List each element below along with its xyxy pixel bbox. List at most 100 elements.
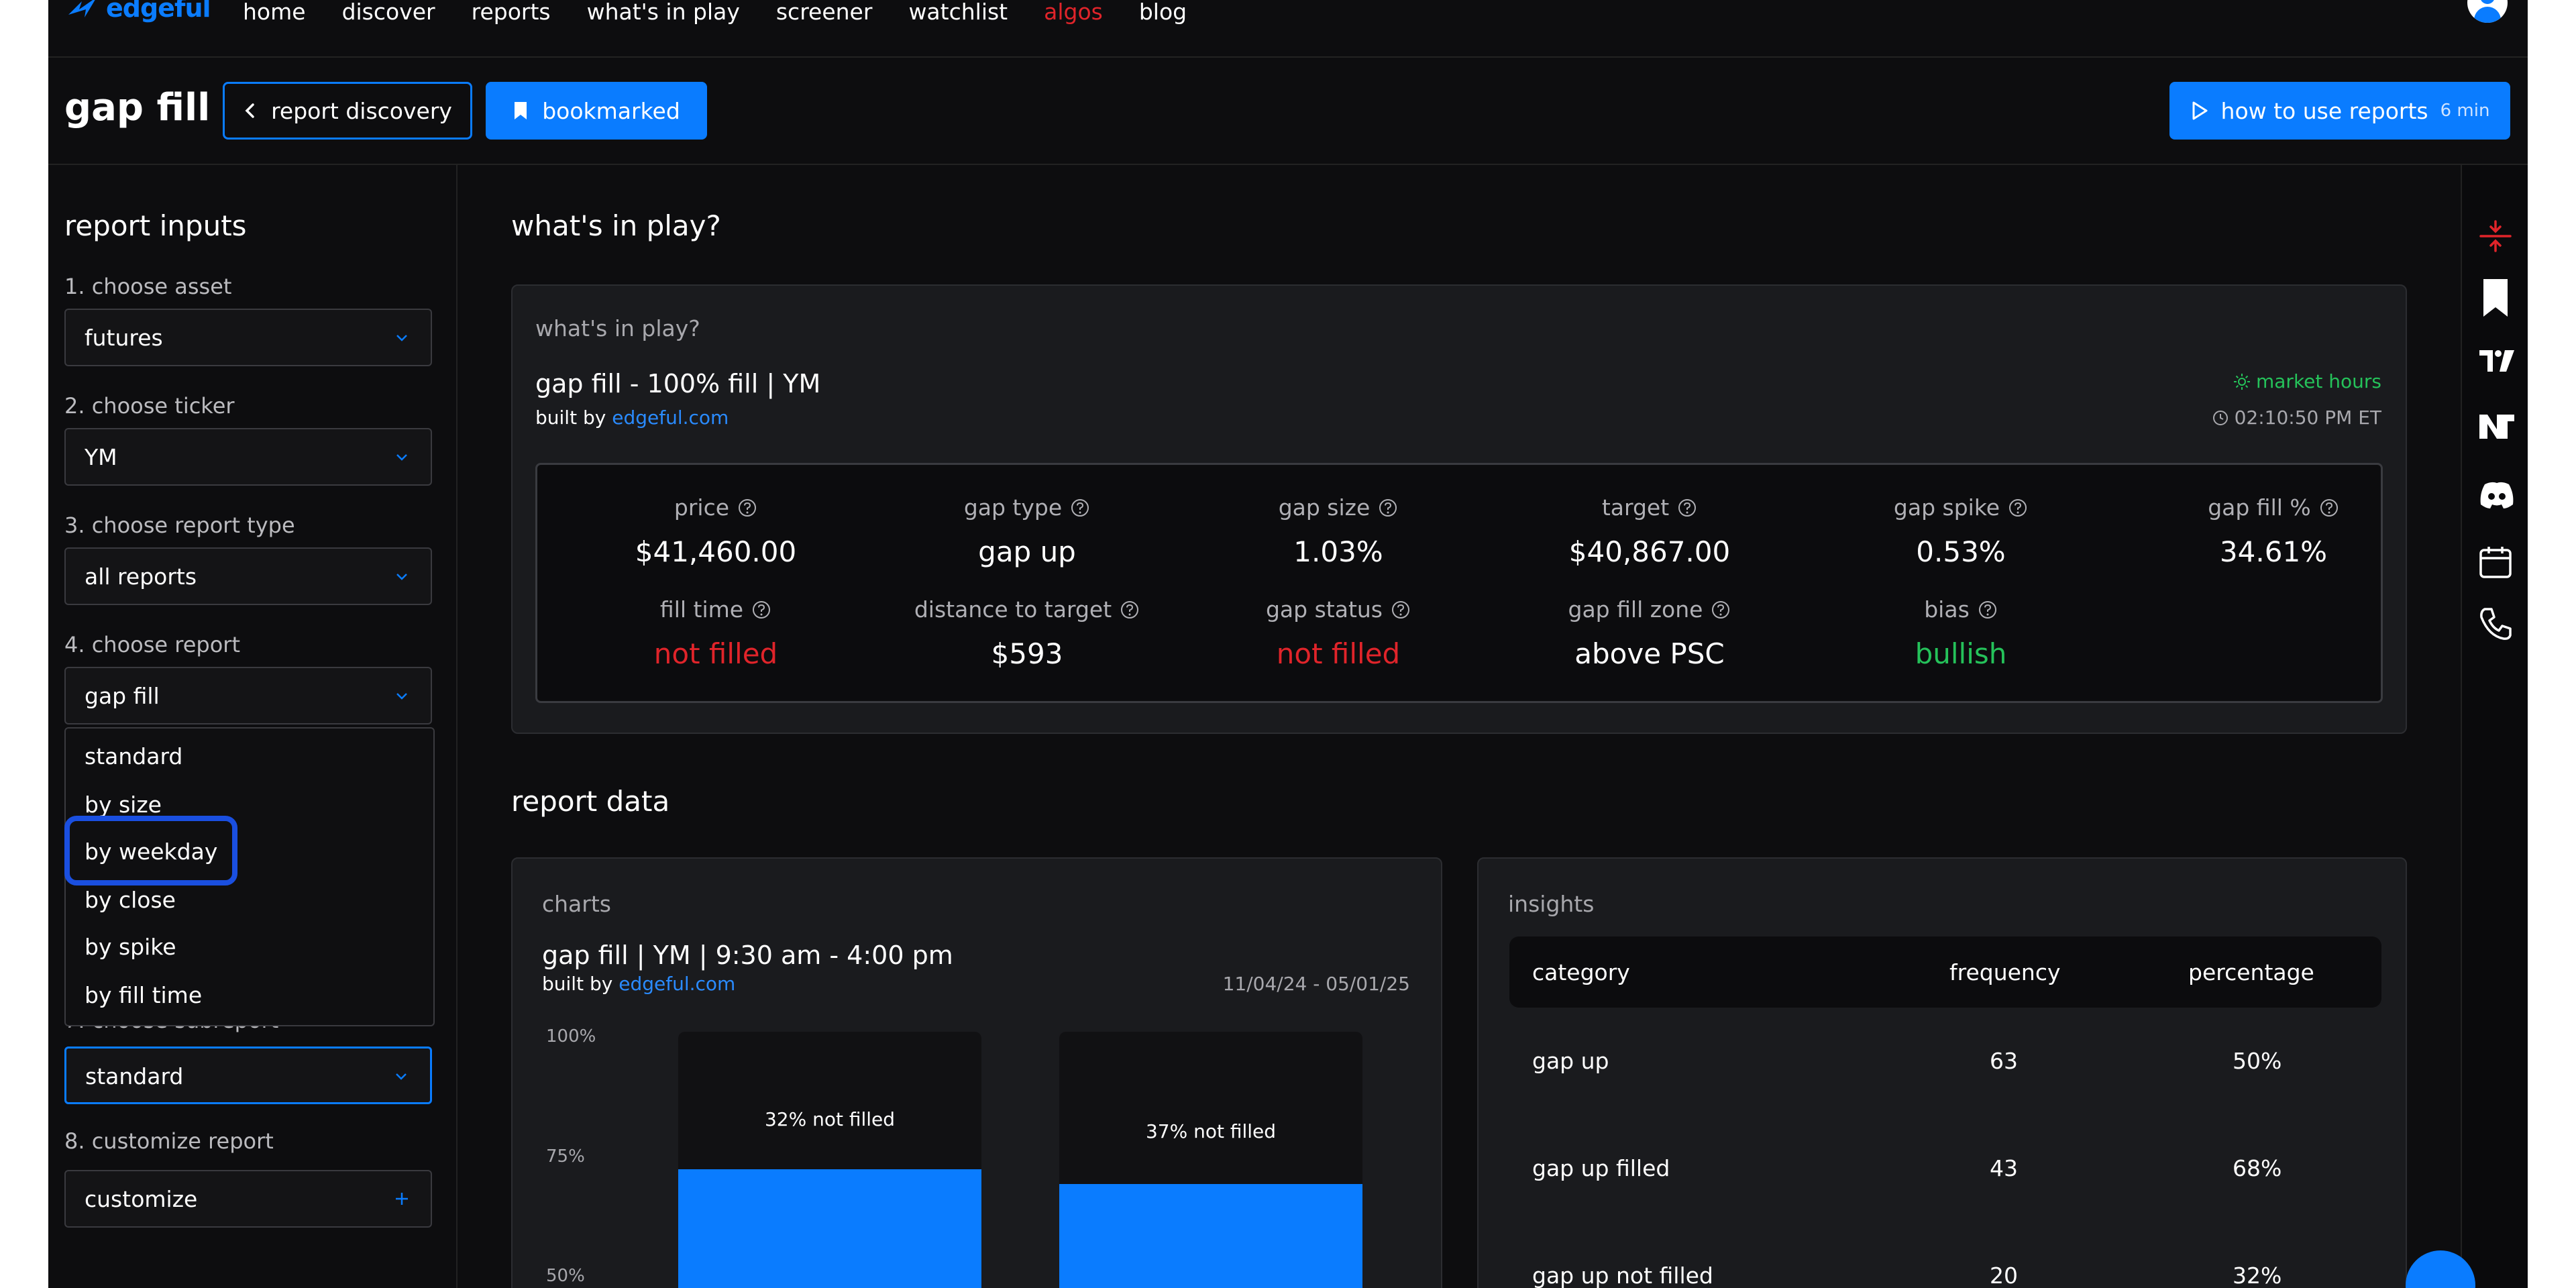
metric-gap-size: gap size 1.03% [1184,494,1493,568]
charts-label: charts [542,891,611,917]
report-data-heading: report data [511,785,670,818]
help-icon[interactable] [1677,498,1697,518]
choose-ticker-label: 2. choose ticker [64,393,235,419]
header-percentage: percentage [2188,959,2314,985]
metric-value: $593 [991,637,1063,670]
page-title: gap fill [64,86,211,129]
option-standard[interactable]: standard [85,743,183,769]
wip-time: 02:10:50 PM ET [2212,407,2381,429]
help-icon[interactable] [1711,600,1731,620]
row-category: gap up filled [1532,1155,1670,1181]
metric-value: above PSC [1574,637,1725,670]
app-window: edgeful home discover reports what's in … [48,0,2528,1288]
phone-icon[interactable] [2478,606,2513,641]
asset-select[interactable]: futures [64,309,432,366]
chevron-down-icon [396,1073,407,1080]
option-by-close[interactable]: by close [85,887,176,913]
customize-select[interactable]: customize [64,1170,432,1228]
nav-link-watchlist[interactable]: watchlist [908,0,1008,25]
report-type-select[interactable]: all reports [64,547,432,605]
whats-in-play-heading: what's in play? [511,209,721,242]
report-discovery-label: report discovery [271,97,452,124]
bar[interactable]: 37% not filled [1059,1032,1362,1288]
choose-report-type-label: 3. choose report type [64,513,295,538]
nav-link-whats-in-play[interactable]: what's in play [586,0,740,25]
nav-link-home[interactable]: home [243,0,306,25]
header-frequency: frequency [1949,959,2061,985]
edgeful-link[interactable]: edgeful.com [619,973,736,995]
metric-gap-type: gap type gap up [873,494,1181,568]
insights-table-header: category frequency percentage [1509,936,2381,1008]
chart-built-by: built by edgeful.com [542,973,735,995]
play-icon [2192,101,2208,120]
metric-label-text: price [674,494,730,521]
report-select[interactable]: gap fill [64,667,432,724]
insights-label: insights [1508,891,1595,917]
metric-value: 1.03% [1293,535,1383,568]
calendar-icon[interactable] [2478,545,2513,580]
help-icon[interactable] [1120,600,1140,620]
ninjatrader-icon[interactable] [2478,412,2516,441]
help-icon[interactable] [1070,498,1090,518]
metric-label-text: bias [1924,596,1970,623]
edgeful-link[interactable]: edgeful.com [612,407,729,429]
option-by-size[interactable]: by size [85,792,162,818]
row-percentage: 50% [2233,1048,2282,1074]
option-by-weekday[interactable]: by weekday [85,839,218,865]
how-to-use-reports-button[interactable]: how to use reports 6 min [2169,82,2510,140]
nav-link-blog[interactable]: blog [1138,0,1187,25]
nav-link-discover[interactable]: discover [341,0,435,25]
how-to-use-reports-label: how to use reports [2220,97,2428,124]
help-icon[interactable] [1378,498,1398,518]
help-icon[interactable] [1391,600,1411,620]
metric-label: price [561,494,870,521]
help-icon[interactable] [737,498,757,518]
bookmark-icon[interactable] [2478,278,2513,318]
option-by-spike[interactable]: by spike [85,934,176,960]
help-icon[interactable] [2319,498,2339,518]
customize-report-label: 8. customize report [64,1128,274,1154]
metric-distance-to-target: distance to target $593 [873,596,1181,670]
tradingview-icon[interactable] [2478,347,2516,374]
metric-label: gap spike [1807,494,2115,521]
bookmarked-button[interactable]: bookmarked [486,82,707,140]
chart-date-range: 11/04/24 - 05/01/25 [1222,973,1410,995]
report-inputs-sidebar: report inputs 1. choose asset futures 2.… [48,165,458,1288]
metric-gap-spike: gap spike 0.53% [1807,494,2115,568]
ticker-select[interactable]: YM [64,428,432,486]
logo-icon [68,0,95,17]
user-avatar-icon[interactable] [2467,0,2508,23]
bar-label: 37% not filled [1145,1120,1277,1142]
help-icon[interactable] [1978,600,1998,620]
metric-label-text: gap fill % [2208,494,2311,521]
metric-label-text: distance to target [914,596,1112,623]
metric-fill-time: fill time not filled [561,596,870,670]
metric-label: gap size [1184,494,1493,521]
whats-in-play-card: what's in play? gap fill - 100% fill | Y… [511,284,2407,734]
chevron-left-icon [245,103,254,118]
metric-gap-fill-zone: gap fill zone above PSC [1495,596,1804,670]
metric-label: gap type [873,494,1181,521]
row-percentage: 32% [2233,1263,2282,1288]
subreport-select[interactable]: standard [64,1046,432,1104]
metric-label: fill time [561,596,870,623]
nav-link-reports[interactable]: reports [471,0,551,25]
metric-value: 34.61% [2219,535,2328,568]
metric-gap-status: gap status not filled [1184,596,1493,670]
logo[interactable]: edgeful [66,0,211,25]
discord-icon[interactable] [2478,480,2516,510]
report-discovery-button[interactable]: report discovery [223,82,472,140]
bar[interactable]: 32% not filled [678,1032,981,1288]
metric-value: gap up [978,535,1076,568]
metric-target: target $40,867.00 [1495,494,1804,568]
y-tick-label: 50% [546,1266,585,1286]
help-icon[interactable] [751,600,771,620]
nav-link-algos[interactable]: algos [1044,0,1103,25]
header-category: category [1532,959,1630,985]
row-frequency: 43 [1990,1155,2018,1181]
option-by-fill-time[interactable]: by fill time [85,982,203,1008]
gap-arrows-icon[interactable] [2478,219,2513,254]
help-icon[interactable] [2008,498,2028,518]
metric-price: price $41,460.00 [561,494,870,568]
nav-link-screener[interactable]: screener [775,0,873,25]
